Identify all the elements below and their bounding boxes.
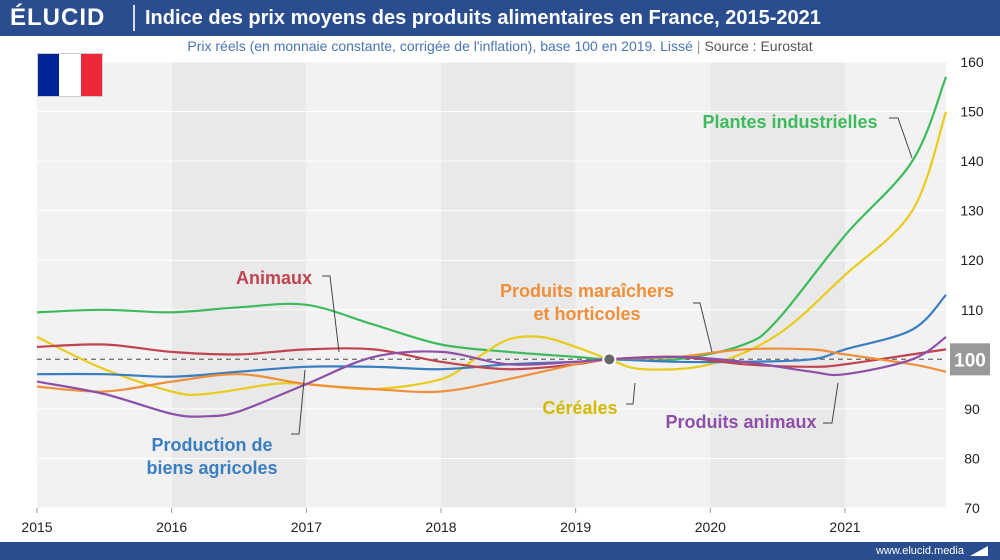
series-label-5: Production de biens agricoles xyxy=(146,435,277,478)
leader-line-3 xyxy=(626,382,636,405)
leader-line-0 xyxy=(889,117,913,159)
source-text: Source : Eurostat xyxy=(704,38,813,54)
year-band-2019 xyxy=(575,62,711,508)
y-tick-label: 110 xyxy=(961,302,984,318)
chart-area: Plantes industrielles Animaux Produits mar… xyxy=(21,54,990,535)
chart-subtitle: Prix réels (en monnaie constante, corrig… xyxy=(0,38,1000,54)
france-flag-icon xyxy=(38,54,102,96)
x-tick-label: 2015 xyxy=(21,519,52,535)
flag-red-stripe xyxy=(80,54,102,96)
x-tick-label: 2017 xyxy=(291,519,322,535)
series-line-1 xyxy=(36,111,948,396)
series-line-5 xyxy=(36,336,947,418)
series-line-2 xyxy=(36,294,947,378)
x-tick-label: 2019 xyxy=(560,519,591,535)
bottom-tick-box xyxy=(950,494,990,522)
year-band-2018 xyxy=(441,62,576,508)
series-line-3 xyxy=(36,343,947,371)
x-tick-label: 2018 xyxy=(425,519,456,535)
reference-point xyxy=(602,352,617,367)
logo-separator xyxy=(133,5,135,31)
y-axis-ticks: 70 80 90 110 120 130 140 150 160 100 xyxy=(950,54,990,522)
footer-bar: www.elucid.media xyxy=(0,542,1000,560)
year-band-2020 xyxy=(710,62,845,508)
y-tick-label: 140 xyxy=(960,153,984,169)
subtitle-divider: | xyxy=(696,38,701,54)
series-label-line: Plantes industrielles xyxy=(702,112,877,132)
subtitle-text: Prix réels (en monnaie constante, corrig… xyxy=(187,38,693,54)
baseline-tick-box xyxy=(950,343,990,376)
series-label-0: Plantes industrielles xyxy=(702,112,877,132)
leader-line-2 xyxy=(693,302,713,353)
series-label-line: Production de xyxy=(152,435,273,455)
reference-point-marker xyxy=(602,352,617,367)
year-bands xyxy=(37,62,946,509)
year-band-2016 xyxy=(171,62,307,508)
footer-logo-icon xyxy=(970,546,988,556)
year-band-2021 xyxy=(845,62,946,508)
series-label-line: Produits maraîchers xyxy=(500,281,674,301)
series-label-2: Produits maraîchers et horticoles xyxy=(500,281,674,324)
year-band-2017 xyxy=(306,62,441,508)
label-leader-lines xyxy=(291,117,913,435)
y-tick-label: 70 xyxy=(964,500,980,516)
flag-blue-stripe xyxy=(38,54,60,96)
footer-url[interactable]: www.elucid.media xyxy=(875,545,964,557)
flag-white-stripe xyxy=(59,54,81,96)
year-band-2015 xyxy=(37,62,172,508)
leader-line-4 xyxy=(823,382,839,424)
y-tick-label: 120 xyxy=(960,252,984,268)
series-label-line: biens agricoles xyxy=(146,458,277,478)
leader-line-1 xyxy=(322,275,340,353)
series-labels: Plantes industrielles Animaux Produits mar… xyxy=(146,112,877,478)
leader-line-5 xyxy=(291,369,306,435)
series-line-4 xyxy=(36,347,947,394)
chart-title: Indice des prix moyens des produits alim… xyxy=(145,7,821,29)
x-tick-label: 2016 xyxy=(156,519,187,535)
y-tick-label: 160 xyxy=(960,54,984,70)
series-label-3: Céréales xyxy=(542,398,617,418)
y-tick-label: 80 xyxy=(964,450,980,466)
series-label-line: Animaux xyxy=(236,268,312,288)
x-axis-ticks: 2015 2016 2017 2018 2019 2020 2021 xyxy=(21,508,861,535)
y-gridlines xyxy=(37,61,946,509)
series-lines xyxy=(36,76,948,418)
elucid-logo: ÉLUCID xyxy=(10,4,106,31)
x-tick-label: 2021 xyxy=(829,519,860,535)
series-label-4: Produits animaux xyxy=(665,412,816,432)
series-label-line: et horticoles xyxy=(533,304,640,324)
x-tick-label: 2020 xyxy=(695,519,726,535)
baseline-tick-label: 100 xyxy=(954,350,986,371)
series-label-line: Produits animaux xyxy=(665,412,816,432)
series-label-1: Animaux xyxy=(236,268,312,288)
header-bar: ÉLUCID Indice des prix moyens des produi… xyxy=(0,0,1000,36)
y-tick-label: 150 xyxy=(960,104,984,120)
series-label-line: Céréales xyxy=(542,398,617,418)
series-line-0 xyxy=(36,76,948,362)
y-tick-label: 90 xyxy=(964,401,980,417)
y-tick-label: 130 xyxy=(960,203,984,219)
